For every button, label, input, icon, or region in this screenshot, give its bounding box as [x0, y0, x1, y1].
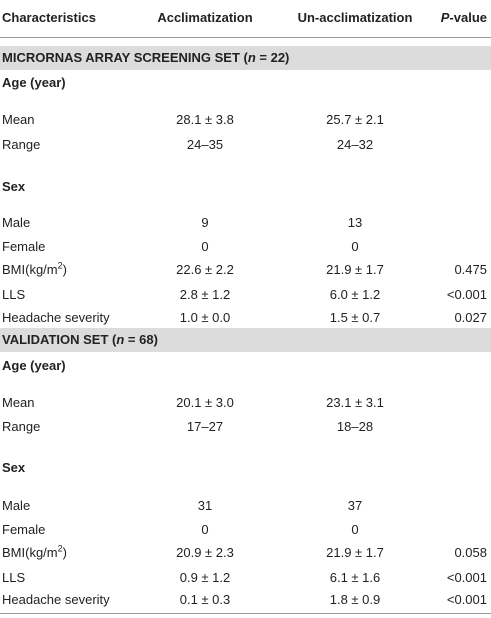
cell-value: 0 — [201, 239, 209, 254]
row-label: LLS — [2, 287, 26, 302]
cell-value: 24–35 — [186, 137, 224, 152]
row-label: Headache severity — [2, 592, 110, 607]
group-heading: Sex — [2, 460, 26, 475]
row-label: Female — [2, 522, 46, 537]
section-title: MICRORNAS ARRAY SCREENING SET (n = 22) — [2, 50, 289, 66]
row-label-part: BMI(kg/m — [2, 545, 58, 560]
row-label-part: ) — [62, 262, 67, 277]
group-heading: Age (year) — [2, 358, 66, 373]
cell-value: 1.8 ± 0.9 — [329, 592, 381, 607]
section-title-part: n — [116, 332, 125, 347]
cell-value: 21.9 ± 1.7 — [326, 545, 384, 560]
cell-value: <0.001 — [446, 570, 487, 585]
row-label: Male — [2, 215, 31, 230]
cell-value: 0.058 — [454, 545, 487, 560]
row-label: Headache severity — [2, 310, 110, 325]
cell-value: 0.475 — [454, 262, 487, 277]
row-label-part: 2 — [57, 543, 63, 554]
section-title: VALIDATION SET (n = 68) — [2, 332, 158, 348]
cell-value: 13 — [347, 215, 363, 230]
section-band — [0, 46, 491, 70]
section-title-part: MICRORNAS ARRAY SCREENING SET ( — [2, 50, 248, 65]
row-label: Male — [2, 498, 31, 513]
bottom-rule — [0, 613, 491, 614]
cell-value: 0.027 — [454, 310, 487, 325]
row-label-part: BMI(kg/m — [2, 262, 58, 277]
section-title-part: VALIDATION SET ( — [2, 332, 117, 347]
cell-value: 9 — [201, 215, 209, 230]
cell-value: 0.1 ± 0.3 — [179, 592, 231, 607]
header-cell: Un-acclimatization — [297, 10, 413, 25]
section-title-part: = 22) — [255, 50, 290, 65]
cell-value: 28.1 ± 3.8 — [176, 112, 234, 127]
cell-value: 20.1 ± 3.0 — [176, 395, 234, 410]
row-label: LLS — [2, 570, 26, 585]
section-title-part: n — [247, 50, 256, 65]
cell-value: 0.9 ± 1.2 — [179, 570, 231, 585]
row-label: Mean — [2, 395, 35, 410]
group-heading: Age (year) — [2, 75, 66, 90]
cell-value: 21.9 ± 1.7 — [326, 262, 384, 277]
cell-value: 0 — [201, 522, 209, 537]
header-cell: Acclimatization — [157, 10, 253, 25]
cell-value: 18–28 — [336, 419, 374, 434]
row-label: BMI(kg/m2) — [2, 260, 67, 278]
cell-value: <0.001 — [446, 592, 487, 607]
header-cell: P-value — [441, 10, 487, 26]
cell-value: 24–32 — [336, 137, 374, 152]
cell-value: 6.1 ± 1.6 — [329, 570, 381, 585]
row-label-part: 2 — [57, 260, 63, 271]
row-label: BMI(kg/m2) — [2, 543, 67, 561]
cell-value: 1.0 ± 0.0 — [179, 310, 231, 325]
header-cell-part: -value — [449, 10, 487, 25]
row-label-part: ) — [62, 545, 67, 560]
row-label: Female — [2, 239, 46, 254]
cell-value: 17–27 — [186, 419, 224, 434]
cell-value: 2.8 ± 1.2 — [179, 287, 231, 302]
header-rule — [0, 37, 491, 38]
header-cell-part: P — [440, 10, 450, 25]
cell-value: 37 — [347, 498, 363, 513]
section-band — [0, 328, 491, 352]
section-title-part: = 68) — [124, 332, 158, 347]
cell-value: 22.6 ± 2.2 — [176, 262, 234, 277]
cell-value: 31 — [197, 498, 213, 513]
cell-value: 20.9 ± 2.3 — [176, 545, 234, 560]
cell-value: 0 — [351, 239, 359, 254]
cell-value: 0 — [351, 522, 359, 537]
cell-value: 6.0 ± 1.2 — [329, 287, 381, 302]
group-heading: Sex — [2, 179, 26, 194]
cell-value: 23.1 ± 3.1 — [326, 395, 384, 410]
cell-value: 25.7 ± 2.1 — [326, 112, 384, 127]
row-label: Mean — [2, 112, 35, 127]
cell-value: 1.5 ± 0.7 — [329, 310, 381, 325]
cell-value: <0.001 — [446, 287, 487, 302]
row-label: Range — [2, 419, 41, 434]
row-label: Range — [2, 137, 41, 152]
header-cell: Characteristics — [2, 10, 96, 25]
